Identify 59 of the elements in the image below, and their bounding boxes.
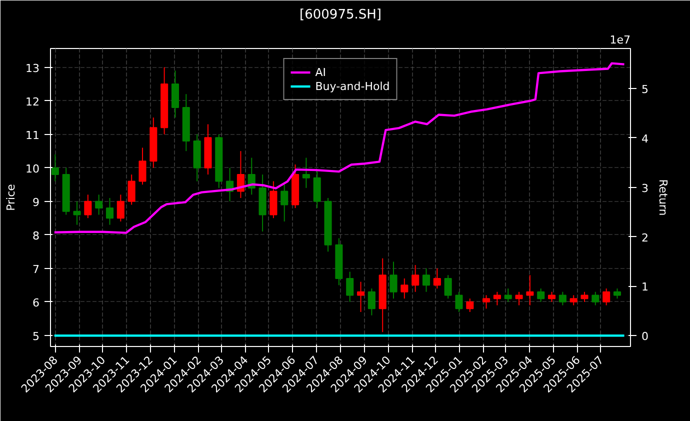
candlestick	[106, 198, 114, 226]
candlestick	[580, 291, 588, 302]
y2-tick-label: 5	[642, 83, 648, 96]
candlestick	[537, 288, 545, 302]
y2-tick-label: 3	[642, 182, 648, 195]
candlestick	[466, 298, 474, 312]
y2-tick-label: 0	[642, 330, 648, 344]
y-tick-label: 5	[32, 330, 40, 343]
y-axis-title: Price	[4, 184, 18, 211]
y2-tick-label: 1	[642, 280, 648, 294]
line-series	[53, 62, 626, 234]
candlestick	[390, 261, 398, 300]
candlestick	[455, 291, 463, 312]
candlestick	[138, 147, 146, 186]
candlestick	[51, 154, 59, 182]
candlestick	[116, 194, 124, 222]
candlestick	[356, 281, 365, 312]
candlestick	[171, 70, 180, 118]
y-tick-label: 12	[26, 95, 40, 108]
candlestick	[128, 174, 136, 206]
candlestick	[84, 194, 92, 219]
y-tick-label: 7	[32, 262, 40, 276]
candlestick	[482, 294, 490, 310]
y-tick-label: 13	[26, 62, 40, 75]
candlestick	[570, 294, 578, 306]
y2-tick-label: 4	[642, 132, 648, 146]
y-tick-label: 11	[26, 128, 40, 142]
candlestick	[302, 157, 310, 188]
candlestick	[270, 180, 278, 219]
candlestick	[548, 291, 556, 302]
candlestick	[346, 271, 354, 302]
candlestick	[602, 288, 610, 306]
chart-title: [600975.SH]	[300, 8, 382, 22]
candlestick	[504, 288, 512, 302]
text: 1e7	[610, 34, 630, 46]
candlestick	[368, 288, 376, 316]
candlestick	[422, 268, 430, 292]
candlestick	[313, 170, 321, 209]
candlestick	[515, 291, 523, 306]
candlestick	[592, 291, 600, 306]
candlestick	[73, 200, 81, 226]
candlestick	[558, 291, 566, 306]
y-tick-label: 6	[32, 296, 40, 310]
candlestick	[95, 194, 103, 216]
legend-label: Buy-and-Hold	[315, 79, 390, 93]
candlestick	[493, 291, 501, 306]
candlestick	[412, 264, 420, 292]
y2-axis-title: Return	[656, 179, 670, 216]
candlestick	[444, 274, 452, 300]
candlestick	[526, 274, 534, 306]
candlestick	[400, 278, 408, 300]
candlestick	[433, 268, 441, 290]
y-tick-label: 10	[26, 162, 40, 176]
candlestick	[280, 184, 288, 222]
legend-label: AI	[315, 65, 328, 79]
candlestick	[613, 288, 622, 300]
y-tick-label: 8	[32, 229, 40, 242]
y2-tick-label: 2	[642, 231, 648, 244]
y-tick-label: 9	[32, 196, 40, 209]
